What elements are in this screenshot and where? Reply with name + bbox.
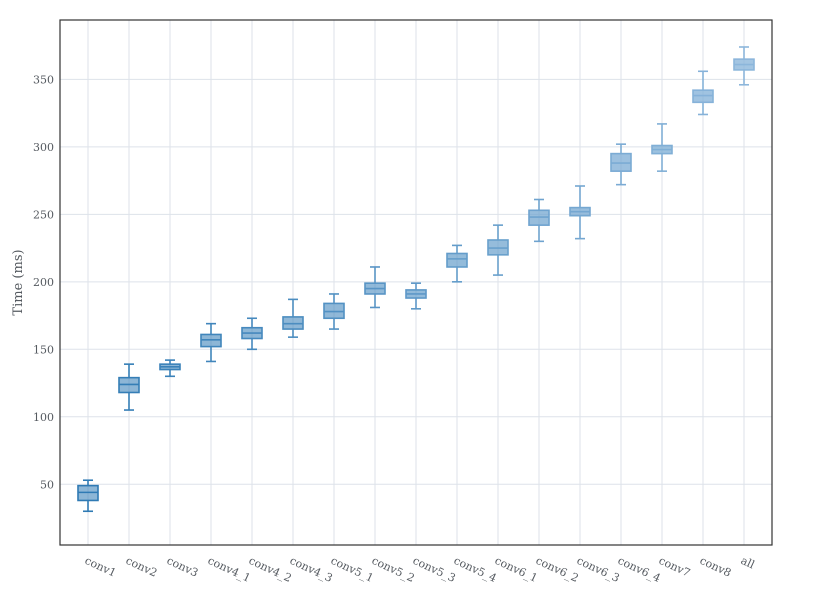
box-conv5_2 xyxy=(364,266,386,309)
x-tick-label: conv6_3 xyxy=(575,554,622,585)
x-tick-label: conv4_1 xyxy=(206,554,253,585)
x-tick-labels: conv1 conv2 conv3 conv4_1conv4_2conv4_3conv… xyxy=(83,554,757,585)
x-tick-label: conv4_3 xyxy=(288,554,335,585)
x-tick-label: conv5_4 xyxy=(452,554,499,585)
grid-layer xyxy=(60,20,772,545)
x-tick-label: conv6_2 xyxy=(534,554,581,585)
box-conv4_3 xyxy=(282,298,304,338)
box-conv5_3 xyxy=(405,282,427,310)
x-tick-label: conv5_1 xyxy=(329,554,376,585)
x-tick-label: conv6_1 xyxy=(493,554,540,585)
x-tick-label: conv7 xyxy=(657,554,692,580)
x-tick-label: conv6_4 xyxy=(616,554,663,585)
x-tick-label: conv8 xyxy=(698,554,733,580)
box-conv6_2 xyxy=(528,198,550,243)
y-tick-label: 300 xyxy=(33,141,54,154)
y-tick-label: 150 xyxy=(33,343,54,356)
x-tick-label: conv1 xyxy=(83,554,118,580)
y-axis-label: Time (ms) xyxy=(11,249,26,315)
box-layer xyxy=(77,46,755,513)
box-conv3 xyxy=(159,359,181,378)
y-tick-labels: 50 100 150 200 250 300 350 xyxy=(33,73,54,491)
plot-frame xyxy=(59,19,773,546)
box-conv5_1 xyxy=(323,293,345,330)
y-tick-label: 250 xyxy=(33,208,54,221)
iqr-box xyxy=(446,252,468,268)
box-conv4_1 xyxy=(200,322,222,363)
y-tick-label: 100 xyxy=(33,411,54,424)
x-tick-label: conv3 xyxy=(165,554,200,580)
x-tick-label: all xyxy=(739,554,757,572)
x-tick-label: conv4_2 xyxy=(247,554,294,585)
y-tick-label: 350 xyxy=(33,73,54,86)
box-conv6_1 xyxy=(487,224,509,276)
x-tick-label: conv5_2 xyxy=(370,554,417,585)
box-conv6_4 xyxy=(610,143,632,186)
box-conv4_2 xyxy=(241,317,263,351)
box-conv5_4 xyxy=(446,244,468,283)
box-conv8 xyxy=(692,70,714,116)
box-all xyxy=(733,46,755,86)
y-tick-label: 200 xyxy=(33,276,54,289)
box-conv1 xyxy=(77,479,99,513)
y-tick-label: 50 xyxy=(40,478,54,491)
x-tick-label: conv2 xyxy=(124,554,159,580)
box-conv2 xyxy=(118,363,140,411)
box-conv6_3 xyxy=(569,185,591,240)
box-conv7 xyxy=(651,123,673,172)
x-tick-label: conv5_3 xyxy=(411,554,458,585)
